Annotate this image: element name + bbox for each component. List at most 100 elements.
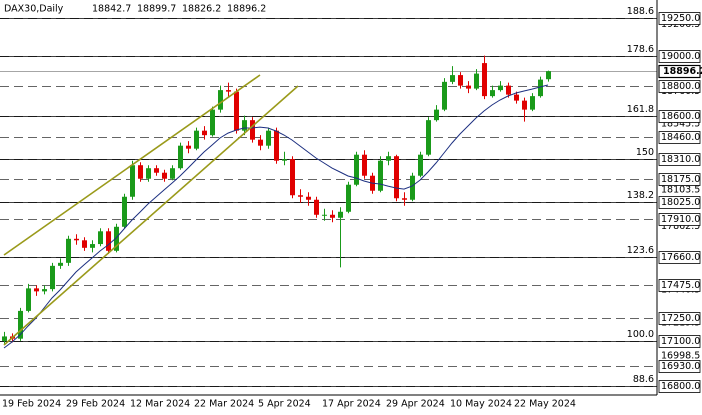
tick-label-box [658,213,701,226]
candle-body [186,145,191,149]
candle-body [106,231,111,251]
candle-body [354,154,359,185]
price-axis: 19206.518760.518545.518103.517862.517440… [658,12,702,395]
symbol-title: DAX30,Daily [4,4,64,15]
candle-body [386,156,391,161]
y-tick-label: 16800.0 [661,381,700,392]
candle-body [202,130,207,136]
x-tick-label: 19 Feb 2024 [2,399,61,410]
tick-label-box [658,360,701,373]
tick-label-box [658,279,701,292]
candle-body [114,226,119,251]
minor-tick-label: 18545.5 [661,118,700,129]
candle-body [434,109,439,121]
candle-body [466,85,471,89]
x-tick-label: 12 Mar 2024 [130,399,190,410]
header-low: 18826.2 [182,4,221,15]
y-tick-label: 18800.0 [661,81,700,92]
candle-body [338,211,343,218]
candle-body [154,168,159,173]
tick-label-box [658,173,701,186]
candle-body [426,120,431,155]
candle-body [514,94,519,101]
trend-channel-lower [3,85,299,346]
fib-label: 178.6 [627,44,654,55]
candle-body [58,262,63,266]
candle-body [210,109,215,136]
y-tick-label: 17910.0 [661,214,700,225]
fib-label: 150 [636,147,654,158]
candle-body [538,79,543,97]
candle-body [218,90,223,110]
candle-body [282,159,287,161]
header: DAX30,Daily 18842.7 18899.7 18826.2 1889… [4,4,266,15]
y-tick-label: 17660.0 [661,252,700,263]
candle-body [234,91,239,131]
candle-body [482,63,487,97]
candle-body [242,120,247,131]
x-tick-label: 5 Apr 2024 [258,399,311,410]
fib-label: 161.8 [627,104,654,115]
candle-body [290,159,295,196]
tick-label-box [658,380,701,393]
candle-body [2,336,7,341]
y-tick-label: 17475.0 [661,280,700,291]
header-high: 18899.7 [137,4,176,15]
candle-body [362,154,367,176]
candle-body [130,165,135,197]
header-open: 18842.7 [92,4,131,15]
y-tick-label: 18310.0 [661,154,700,165]
minor-tick-label: 17862.5 [661,221,700,232]
tick-label-box [658,251,701,264]
candle-body [314,199,319,215]
fib-label: 100.0 [627,329,654,340]
candle-body [530,96,535,110]
candle-body [82,240,87,248]
candle-body [298,195,303,197]
candle-body [226,90,231,92]
tick-label-box [658,12,701,25]
y-tick-label: 18175.0 [661,174,700,185]
candle-body [274,130,279,161]
x-tick-label: 22 Mar 2024 [194,399,254,410]
tick-label-box [658,131,701,144]
candle-body [522,100,527,110]
candle-body [378,160,383,191]
fib-label: 138.2 [627,190,654,201]
candle-body [18,310,23,339]
candle-body [178,145,183,169]
y-tick-label: 16930.0 [661,361,700,372]
header-close: 18896.2 [227,4,266,15]
x-tick-label: 10 May 2024 [450,399,512,410]
tick-label-box [658,196,701,209]
tick-label-box [658,110,701,123]
fib-label: 88.6 [633,374,654,385]
candle-body [34,288,39,292]
y-tick-label: 18460.0 [661,132,700,143]
candle-body [98,231,103,245]
candle-body [506,85,511,95]
candle-body [330,214,335,218]
y-tick-label: 17250.0 [661,313,700,324]
candle-body [250,120,255,140]
x-tick-label: 22 May 2024 [514,399,576,410]
trend-channel-upper [3,74,261,256]
candle-body [546,71,551,80]
candle-body [146,168,151,179]
candle-body [170,168,175,179]
candle-body [162,172,167,179]
candle-body [490,90,495,97]
fib-label: 123.6 [627,245,654,256]
candle-body [74,238,79,241]
candle-body [258,139,263,146]
candle-body [122,196,127,227]
candle-body [266,130,271,146]
x-tick-label: 17 Apr 2024 [322,399,381,410]
candle-body [26,288,31,311]
candle-body [394,156,399,199]
y-tick-label: 19000.0 [661,51,700,62]
candle-body [410,175,415,200]
current-price-label: 18896.2 [663,66,702,77]
candle-body [50,265,55,290]
